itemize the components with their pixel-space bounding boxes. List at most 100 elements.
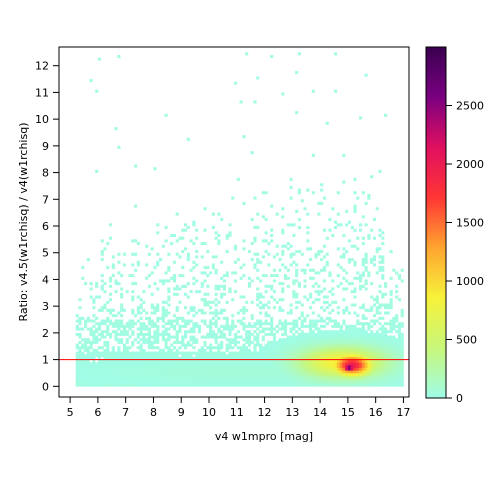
x-tick-label: 5 xyxy=(67,406,74,419)
heatmap-bin xyxy=(175,292,179,296)
heatmap-bin xyxy=(309,327,313,331)
heatmap-bin xyxy=(189,335,193,339)
heatmap-bin xyxy=(211,378,215,382)
heatmap-bin xyxy=(228,370,232,374)
heatmap-bin xyxy=(284,359,288,363)
heatmap-bin xyxy=(334,354,338,358)
heatmap-bin xyxy=(364,330,368,334)
heatmap-bin xyxy=(214,298,218,302)
heatmap-bin xyxy=(203,242,207,246)
heatmap-bin xyxy=(386,343,390,347)
heatmap-bin xyxy=(120,332,124,336)
heatmap-bin xyxy=(281,287,285,291)
heatmap-bin xyxy=(292,346,296,350)
heatmap-bin xyxy=(209,362,213,366)
heatmap-bin xyxy=(364,372,368,376)
heatmap-bin xyxy=(172,367,177,371)
heatmap-bin xyxy=(217,380,221,384)
heatmap-bin xyxy=(95,372,99,376)
heatmap-bin xyxy=(95,351,99,355)
heatmap-bin xyxy=(211,322,215,326)
heatmap-bin xyxy=(120,370,124,374)
heatmap-bin xyxy=(120,338,124,342)
heatmap-bin xyxy=(361,359,365,363)
heatmap-bin xyxy=(356,319,360,323)
heatmap-bin xyxy=(106,354,110,358)
heatmap-bin xyxy=(306,359,310,363)
heatmap-bin xyxy=(92,375,96,379)
heatmap-bin xyxy=(217,346,221,350)
heatmap-bin xyxy=(147,359,152,363)
heatmap-bin xyxy=(286,242,290,246)
heatmap-bin xyxy=(131,322,135,326)
heatmap-bin xyxy=(311,380,315,384)
heatmap-bin xyxy=(289,380,293,384)
heatmap-bin xyxy=(286,372,290,376)
heatmap-bin xyxy=(228,290,232,294)
heatmap-bin xyxy=(178,359,182,363)
heatmap-bin xyxy=(259,346,263,350)
heatmap-bin xyxy=(125,348,129,352)
heatmap-bin xyxy=(350,330,354,334)
heatmap-bin xyxy=(286,348,290,352)
heatmap-bin xyxy=(272,338,277,342)
heatmap-bin xyxy=(234,340,238,344)
heatmap-bin xyxy=(303,295,307,299)
heatmap-bin xyxy=(295,338,299,342)
heatmap-bin xyxy=(359,332,363,336)
heatmap-bin xyxy=(317,362,321,366)
heatmap-bin xyxy=(367,343,371,347)
heatmap-bin xyxy=(206,359,210,363)
heatmap-bin xyxy=(175,362,179,366)
heatmap-bin xyxy=(311,375,315,379)
heatmap-bin xyxy=(184,332,188,336)
heatmap-bin xyxy=(286,383,290,387)
heatmap-bin xyxy=(170,375,174,379)
heatmap-bin xyxy=(364,287,368,291)
heatmap-bin xyxy=(139,343,143,347)
heatmap-bin xyxy=(314,375,318,379)
heatmap-bin xyxy=(256,322,260,326)
heatmap-bin xyxy=(114,354,118,358)
heatmap-bin xyxy=(161,364,165,368)
heatmap-bin xyxy=(97,364,102,368)
heatmap-bin xyxy=(272,343,277,347)
heatmap-bin xyxy=(389,292,393,296)
heatmap-bin xyxy=(172,276,177,280)
heatmap-bin xyxy=(228,354,232,358)
heatmap-bin xyxy=(378,284,382,288)
heatmap-bin xyxy=(78,375,82,379)
heatmap-bin xyxy=(106,348,110,352)
heatmap-bin xyxy=(192,362,196,366)
heatmap-bin xyxy=(175,319,179,323)
heatmap-bin xyxy=(131,356,135,360)
heatmap-bin xyxy=(214,370,218,374)
heatmap-bin xyxy=(242,263,246,267)
heatmap-bin xyxy=(106,266,110,270)
heatmap-bin xyxy=(134,338,138,342)
heatmap-bin xyxy=(181,351,185,355)
heatmap-bin xyxy=(292,324,296,328)
heatmap-bin xyxy=(356,247,360,251)
heatmap-bin xyxy=(375,330,379,334)
heatmap-bin xyxy=(322,372,327,376)
heatmap-bin xyxy=(245,356,249,360)
heatmap-bin xyxy=(75,356,79,360)
heatmap-bin xyxy=(339,359,343,363)
heatmap-bin xyxy=(384,332,388,336)
heatmap-bin xyxy=(239,356,243,360)
heatmap-bin xyxy=(206,383,210,387)
heatmap-bin xyxy=(203,354,207,358)
heatmap-bin xyxy=(181,335,185,339)
heatmap-bin xyxy=(106,359,110,363)
heatmap-bin xyxy=(128,367,132,371)
heatmap-bin xyxy=(364,356,368,360)
heatmap-bin xyxy=(261,367,265,371)
heatmap-bin xyxy=(334,378,338,382)
heatmap-bin xyxy=(192,260,196,264)
heatmap-bin xyxy=(300,380,304,384)
heatmap-bin xyxy=(309,346,313,350)
heatmap-bin xyxy=(139,375,143,379)
heatmap-bin xyxy=(192,242,196,246)
heatmap-bin xyxy=(275,324,279,328)
